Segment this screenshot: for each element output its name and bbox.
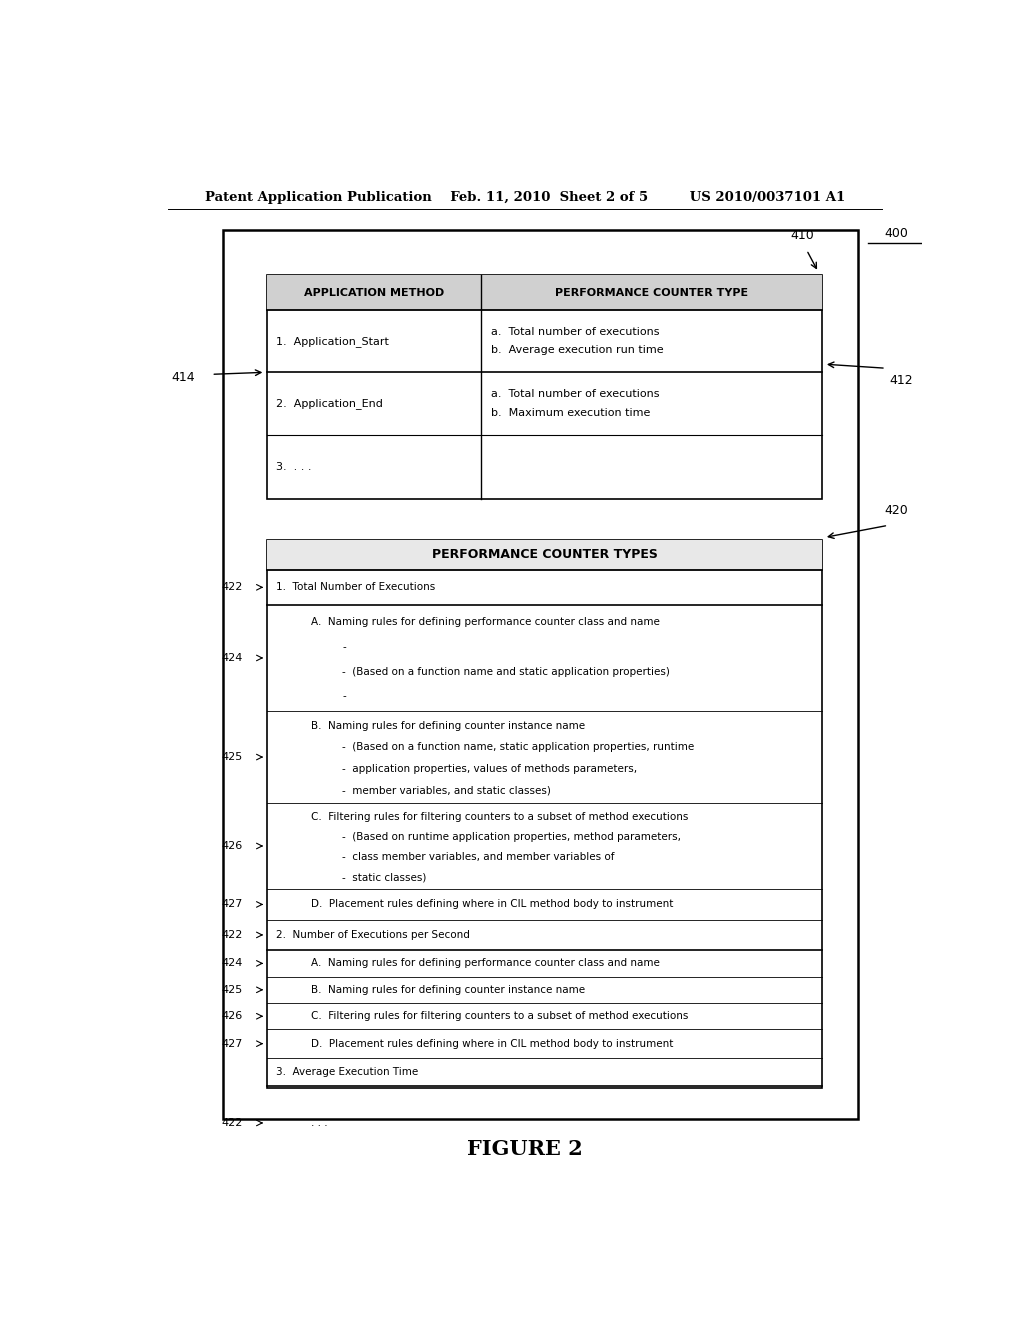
Text: 427: 427 bbox=[222, 1039, 243, 1048]
Text: -: - bbox=[342, 642, 346, 652]
Text: 425: 425 bbox=[222, 985, 243, 995]
Text: PERFORMANCE COUNTER TYPES: PERFORMANCE COUNTER TYPES bbox=[432, 548, 657, 561]
Text: B.  Naming rules for defining counter instance name: B. Naming rules for defining counter ins… bbox=[310, 721, 585, 731]
Bar bbox=[267, 276, 822, 499]
Bar bbox=[267, 540, 822, 570]
Text: 2.  Number of Executions per Second: 2. Number of Executions per Second bbox=[276, 929, 470, 940]
Text: 427: 427 bbox=[222, 899, 243, 909]
Text: A.  Naming rules for defining performance counter class and name: A. Naming rules for defining performance… bbox=[310, 958, 659, 969]
Text: 424: 424 bbox=[222, 958, 243, 969]
Text: 410: 410 bbox=[791, 228, 814, 242]
Text: -  (Based on runtime application properties, method parameters,: - (Based on runtime application properti… bbox=[342, 832, 681, 842]
Text: a.  Total number of executions: a. Total number of executions bbox=[490, 389, 659, 399]
Text: 426: 426 bbox=[222, 1011, 243, 1022]
Text: -  static classes): - static classes) bbox=[342, 873, 427, 882]
Text: 422: 422 bbox=[222, 582, 243, 593]
Text: 422: 422 bbox=[222, 1118, 243, 1129]
Text: 412: 412 bbox=[890, 374, 913, 387]
Text: PERFORMANCE COUNTER TYPE: PERFORMANCE COUNTER TYPE bbox=[555, 288, 749, 297]
Text: b.  Average execution run time: b. Average execution run time bbox=[490, 346, 664, 355]
Text: 1.  Total Number of Executions: 1. Total Number of Executions bbox=[276, 582, 435, 593]
Text: 3.  Average Execution Time: 3. Average Execution Time bbox=[276, 1067, 419, 1077]
Text: APPLICATION METHOD: APPLICATION METHOD bbox=[304, 288, 444, 297]
Text: 425: 425 bbox=[222, 752, 243, 762]
Text: 426: 426 bbox=[222, 841, 243, 851]
Text: 422: 422 bbox=[222, 929, 243, 940]
Text: A.  Naming rules for defining performance counter class and name: A. Naming rules for defining performance… bbox=[310, 616, 659, 627]
Text: B.  Naming rules for defining counter instance name: B. Naming rules for defining counter ins… bbox=[310, 985, 585, 995]
Text: 400: 400 bbox=[885, 227, 908, 240]
Text: 414: 414 bbox=[172, 371, 196, 384]
Text: Patent Application Publication    Feb. 11, 2010  Sheet 2 of 5         US 2010/00: Patent Application Publication Feb. 11, … bbox=[205, 190, 845, 203]
Text: . . .: . . . bbox=[310, 1118, 327, 1129]
Text: a.  Total number of executions: a. Total number of executions bbox=[490, 327, 659, 337]
Text: 1.  Application_Start: 1. Application_Start bbox=[276, 335, 389, 347]
Text: b.  Maximum execution time: b. Maximum execution time bbox=[490, 408, 650, 418]
Text: 424: 424 bbox=[222, 653, 243, 663]
Text: C.  Filtering rules for filtering counters to a subset of method executions: C. Filtering rules for filtering counter… bbox=[310, 812, 688, 822]
Text: D.  Placement rules defining where in CIL method body to instrument: D. Placement rules defining where in CIL… bbox=[310, 1039, 673, 1048]
Text: -  member variables, and static classes): - member variables, and static classes) bbox=[342, 785, 551, 795]
Text: 420: 420 bbox=[885, 504, 908, 517]
Text: -: - bbox=[342, 692, 346, 701]
Bar bbox=[267, 276, 822, 310]
Text: FIGURE 2: FIGURE 2 bbox=[467, 1139, 583, 1159]
Text: C.  Filtering rules for filtering counters to a subset of method executions: C. Filtering rules for filtering counter… bbox=[310, 1011, 688, 1022]
Text: 2.  Application_End: 2. Application_End bbox=[276, 399, 383, 409]
Text: -  (Based on a function name and static application properties): - (Based on a function name and static a… bbox=[342, 667, 670, 677]
Text: D.  Placement rules defining where in CIL method body to instrument: D. Placement rules defining where in CIL… bbox=[310, 899, 673, 909]
Text: -  (Based on a function name, static application properties, runtime: - (Based on a function name, static appl… bbox=[342, 742, 694, 752]
Text: -  application properties, values of methods parameters,: - application properties, values of meth… bbox=[342, 764, 637, 774]
Bar bbox=[267, 540, 822, 1089]
Text: -  class member variables, and member variables of: - class member variables, and member var… bbox=[342, 851, 614, 862]
Bar bbox=[223, 230, 858, 1119]
Text: 3.  . . .: 3. . . . bbox=[276, 462, 312, 471]
